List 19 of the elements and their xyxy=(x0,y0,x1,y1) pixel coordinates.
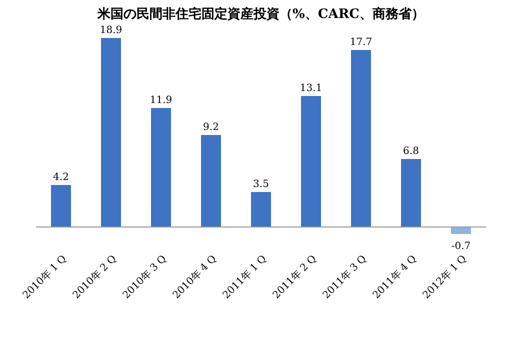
bar xyxy=(401,159,421,227)
data-label: 11.9 xyxy=(150,95,172,106)
bar xyxy=(451,227,471,234)
bar xyxy=(101,38,121,227)
bar xyxy=(251,192,271,227)
bar xyxy=(201,135,221,227)
data-label: 17.7 xyxy=(350,37,372,48)
bar xyxy=(151,108,171,227)
data-label: -0.7 xyxy=(451,241,471,252)
data-label: 9.2 xyxy=(203,122,219,133)
bar xyxy=(301,96,321,227)
data-label: 13.1 xyxy=(300,83,322,94)
chart-title: 米国の民間非住宅固定資産投資（%、CARC、商務省） xyxy=(96,6,424,22)
data-label: 6.8 xyxy=(403,146,419,157)
data-label: 3.5 xyxy=(253,179,269,190)
data-label: 4.2 xyxy=(53,172,69,183)
bar xyxy=(51,185,71,227)
data-label: 18.9 xyxy=(100,25,122,36)
bar xyxy=(351,50,371,227)
